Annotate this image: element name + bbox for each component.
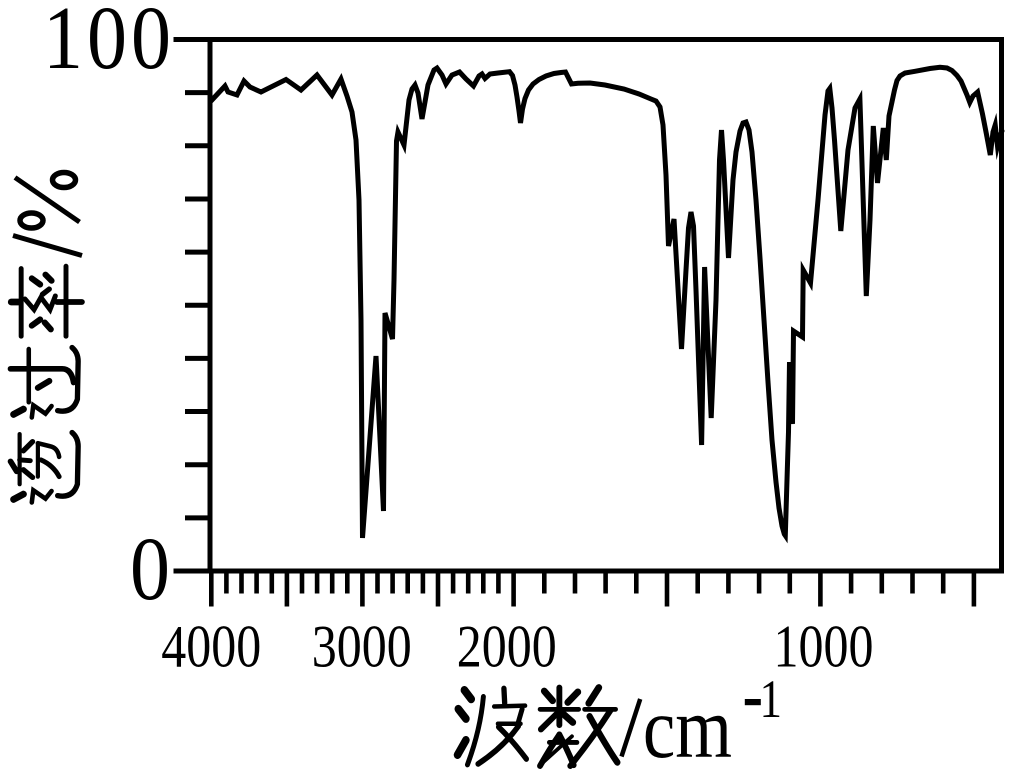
svg-text:1000: 1000 (774, 613, 874, 679)
svg-text:1: 1 (760, 669, 782, 729)
svg-text:4000: 4000 (161, 613, 261, 679)
svg-text:3000: 3000 (312, 613, 412, 679)
svg-text:100: 100 (43, 0, 175, 88)
svg-text:0: 0 (130, 520, 170, 620)
svg-text:cm: cm (643, 681, 732, 772)
svg-text:2000: 2000 (457, 613, 557, 679)
